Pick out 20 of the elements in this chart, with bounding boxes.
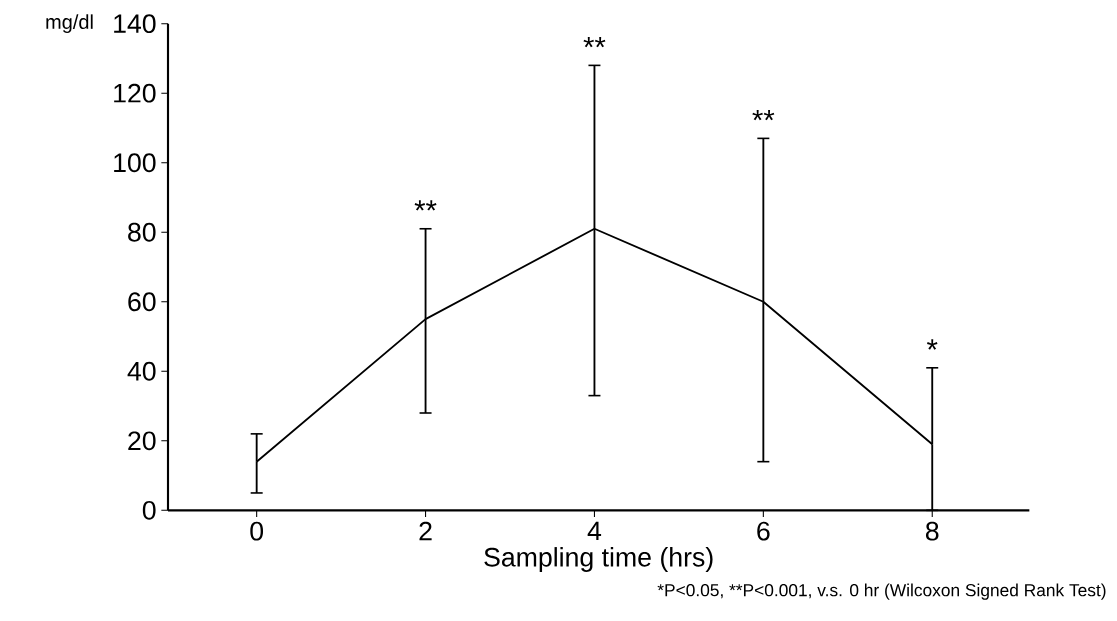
x-tick-label: 8 [925,521,939,541]
x-axis-title: Sampling time (hrs) [484,547,713,572]
y-tick-label: 60 [128,292,156,312]
x-tick-label: 2 [419,521,432,541]
y-tick-label: 100 [114,153,156,173]
y-tick-label: 0 [142,500,156,520]
y-tick-label: 40 [127,361,156,381]
y-tick-label: 120 [114,83,156,103]
x-tick-label: 4 [587,521,602,541]
y-axis-title: mg/dl [46,14,93,33]
y-tick-label: 80 [128,222,156,242]
y-tick-label: 140 [114,14,156,34]
annotation: ** [752,109,775,121]
annotation: ** [414,200,437,211]
text: *P<0.05, **P<0.001, v.s. 0 hr (Wilcoxon Signed Rank Test) [657,583,1106,600]
x-tick-label: 6 [757,521,770,541]
x-tick-label: 0 [250,521,264,541]
annotation: * [927,339,938,350]
annotation: ** [583,36,606,48]
y-tick-label: 20 [128,431,156,451]
